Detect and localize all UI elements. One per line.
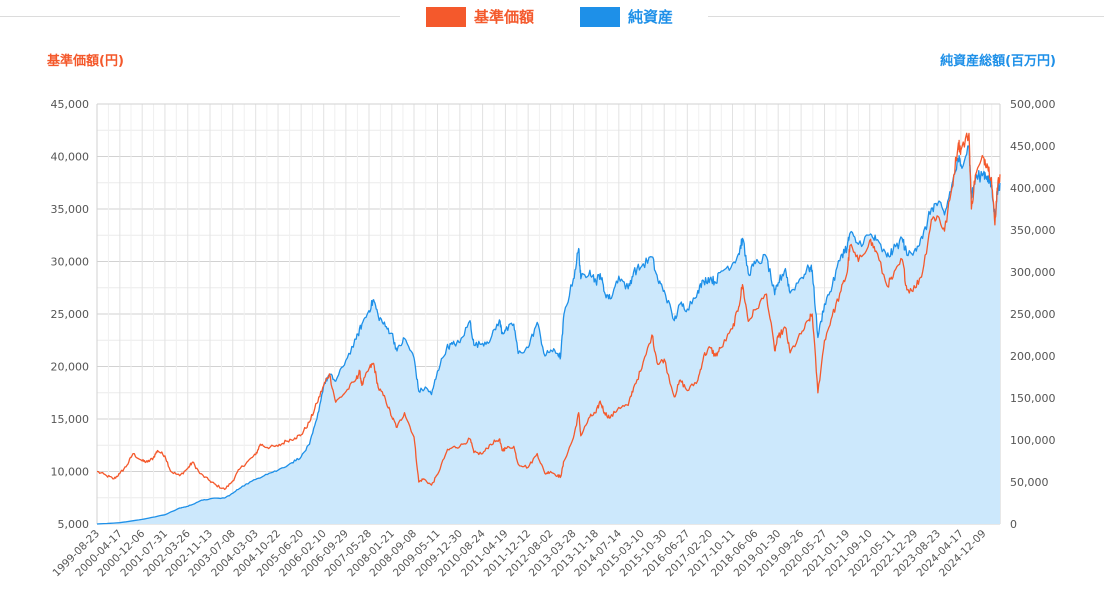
right-axis-tick-label: 200,000 bbox=[1010, 350, 1056, 363]
left-axis-tick-label: 45,000 bbox=[51, 98, 90, 111]
left-axis-tick-label: 30,000 bbox=[51, 256, 90, 269]
left-axis-tick-label: 35,000 bbox=[51, 203, 90, 216]
legend-label-nav: 基準価額 bbox=[474, 8, 535, 26]
legend-divider-right bbox=[708, 16, 1104, 17]
right-axis-tick-label: 350,000 bbox=[1010, 224, 1056, 237]
left-axis-tick-label: 5,000 bbox=[58, 518, 90, 531]
legend-divider-left bbox=[0, 16, 400, 17]
legend-item-nav[interactable]: 基準価額 bbox=[426, 6, 534, 27]
right-axis-tick-label: 0 bbox=[1010, 518, 1017, 531]
right-axis-tick-label: 250,000 bbox=[1010, 308, 1056, 321]
legend-swatch-net-assets bbox=[580, 6, 620, 27]
right-axis-tick-label: 300,000 bbox=[1010, 266, 1056, 279]
right-axis-title: 純資産総額(百万円) bbox=[940, 54, 1056, 69]
legend-item-net-assets[interactable]: 純資産 bbox=[580, 6, 673, 27]
series-area-net-assets bbox=[97, 146, 1000, 524]
left-axis-title: 基準価額(円) bbox=[47, 54, 124, 69]
left-axis-tick-label: 20,000 bbox=[51, 361, 90, 374]
right-axis-tick-label: 100,000 bbox=[1010, 434, 1056, 447]
series-line-nav bbox=[96, 132, 1001, 491]
left-axis-tick-label: 15,000 bbox=[51, 413, 90, 426]
right-axis-tick-label: 50,000 bbox=[1010, 476, 1049, 489]
series-line-net-assets bbox=[96, 145, 1001, 525]
right-axis-tick-label: 150,000 bbox=[1010, 392, 1056, 405]
legend-label-net-assets: 純資産 bbox=[628, 8, 674, 26]
legend: 基準価額 純資産 bbox=[0, 0, 1104, 36]
right-axis-tick-label: 450,000 bbox=[1010, 140, 1056, 153]
right-axis-tick-label: 500,000 bbox=[1010, 98, 1056, 111]
left-axis-tick-label: 25,000 bbox=[51, 308, 90, 321]
legend-swatch-nav bbox=[426, 6, 466, 27]
right-axis-tick-label: 400,000 bbox=[1010, 182, 1056, 195]
left-axis-tick-label: 40,000 bbox=[51, 151, 90, 164]
left-axis-tick-label: 10,000 bbox=[51, 466, 90, 479]
